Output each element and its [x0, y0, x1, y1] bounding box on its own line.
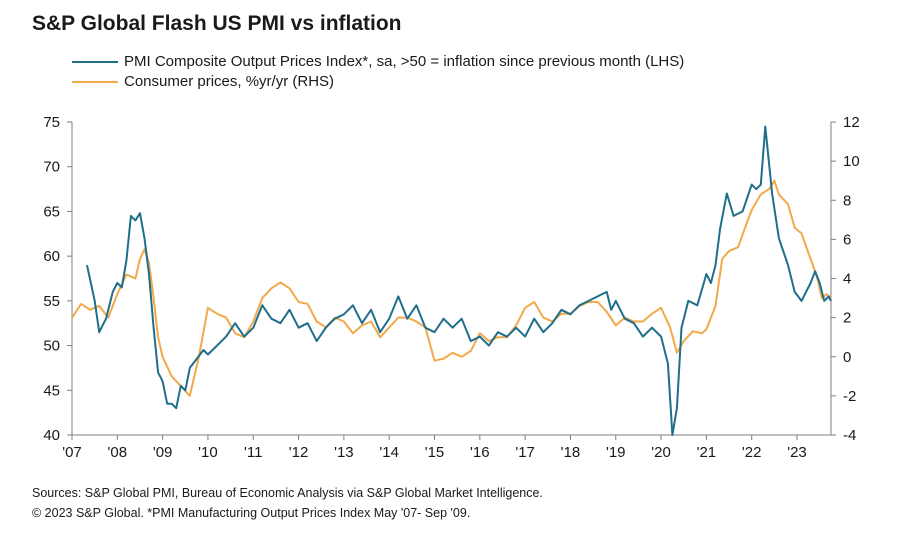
y-right-tick-label: 8 [843, 192, 851, 209]
x-tick-label: '11 [244, 444, 262, 461]
legend-label-pmi: PMI Composite Output Prices Index*, sa, … [124, 53, 685, 70]
x-tick-label: '20 [651, 444, 671, 461]
pmi-series-line [86, 125, 832, 436]
legend-item-pmi: PMI Composite Output Prices Index*, sa, … [72, 52, 684, 72]
x-tick-label: '21 [697, 444, 717, 461]
y-left-tick-label: 40 [43, 427, 60, 444]
x-tick-label: '07 [62, 444, 82, 461]
y-left-tick-label: 50 [43, 338, 60, 355]
y-right-tick-label: 4 [843, 271, 851, 288]
x-tick-label: '19 [606, 444, 626, 461]
legend-label-cpi: Consumer prices, %yr/yr (RHS) [124, 73, 335, 90]
y-left-tick-label: 45 [43, 382, 60, 399]
series-lines [71, 125, 832, 436]
y-right-tick-label: 10 [843, 153, 860, 170]
x-tick-label: '17 [515, 444, 535, 461]
cpi-series-line [71, 179, 832, 397]
x-tick-label: '22 [742, 444, 762, 461]
y-right-tick-label: -2 [843, 388, 856, 405]
copyright-note: © 2023 S&P Global. *PMI Manufacturing Ou… [32, 506, 471, 520]
x-tick-label: '16 [470, 444, 490, 461]
legend-item-cpi: Consumer prices, %yr/yr (RHS) [72, 72, 684, 92]
footer: Sources: S&P Global PMI, Bureau of Econo… [32, 483, 543, 523]
x-tick-label: '12 [289, 444, 309, 461]
legend-swatch-cpi [72, 81, 118, 83]
y-left-tick-label: 55 [43, 293, 60, 310]
y-left-tick-label: 70 [43, 159, 60, 176]
x-tick-label: '09 [153, 444, 173, 461]
source-note: Sources: S&P Global PMI, Bureau of Econo… [32, 486, 543, 500]
legend-swatch-pmi [72, 61, 118, 63]
y-right-tick-label: -4 [843, 427, 856, 444]
x-tick-label: '10 [198, 444, 218, 461]
y-left-tick-label: 75 [43, 114, 60, 131]
y-right-tick-label: 0 [843, 349, 851, 366]
axes: 40 45 50 55 60 65 70 75 -4 -2 0 2 4 6 8 10 12 '07 '08 '09 '1… [43, 114, 859, 461]
y-right-tick-label: 2 [843, 310, 851, 327]
legend: PMI Composite Output Prices Index*, sa, … [72, 52, 684, 92]
chart-title: S&P Global Flash US PMI vs inflation [32, 12, 402, 35]
x-tick-label: '08 [108, 444, 128, 461]
x-tick-label: '15 [425, 444, 445, 461]
x-tick-label: '13 [334, 444, 354, 461]
x-tick-label: '18 [561, 444, 581, 461]
y-right-tick-label: 6 [843, 231, 851, 248]
y-right-tick-label: 12 [843, 114, 860, 131]
x-tick-label: '14 [379, 444, 399, 461]
y-left-tick-label: 60 [43, 248, 60, 265]
y-left-tick-label: 65 [43, 203, 60, 220]
x-tick-label: '23 [787, 444, 807, 461]
